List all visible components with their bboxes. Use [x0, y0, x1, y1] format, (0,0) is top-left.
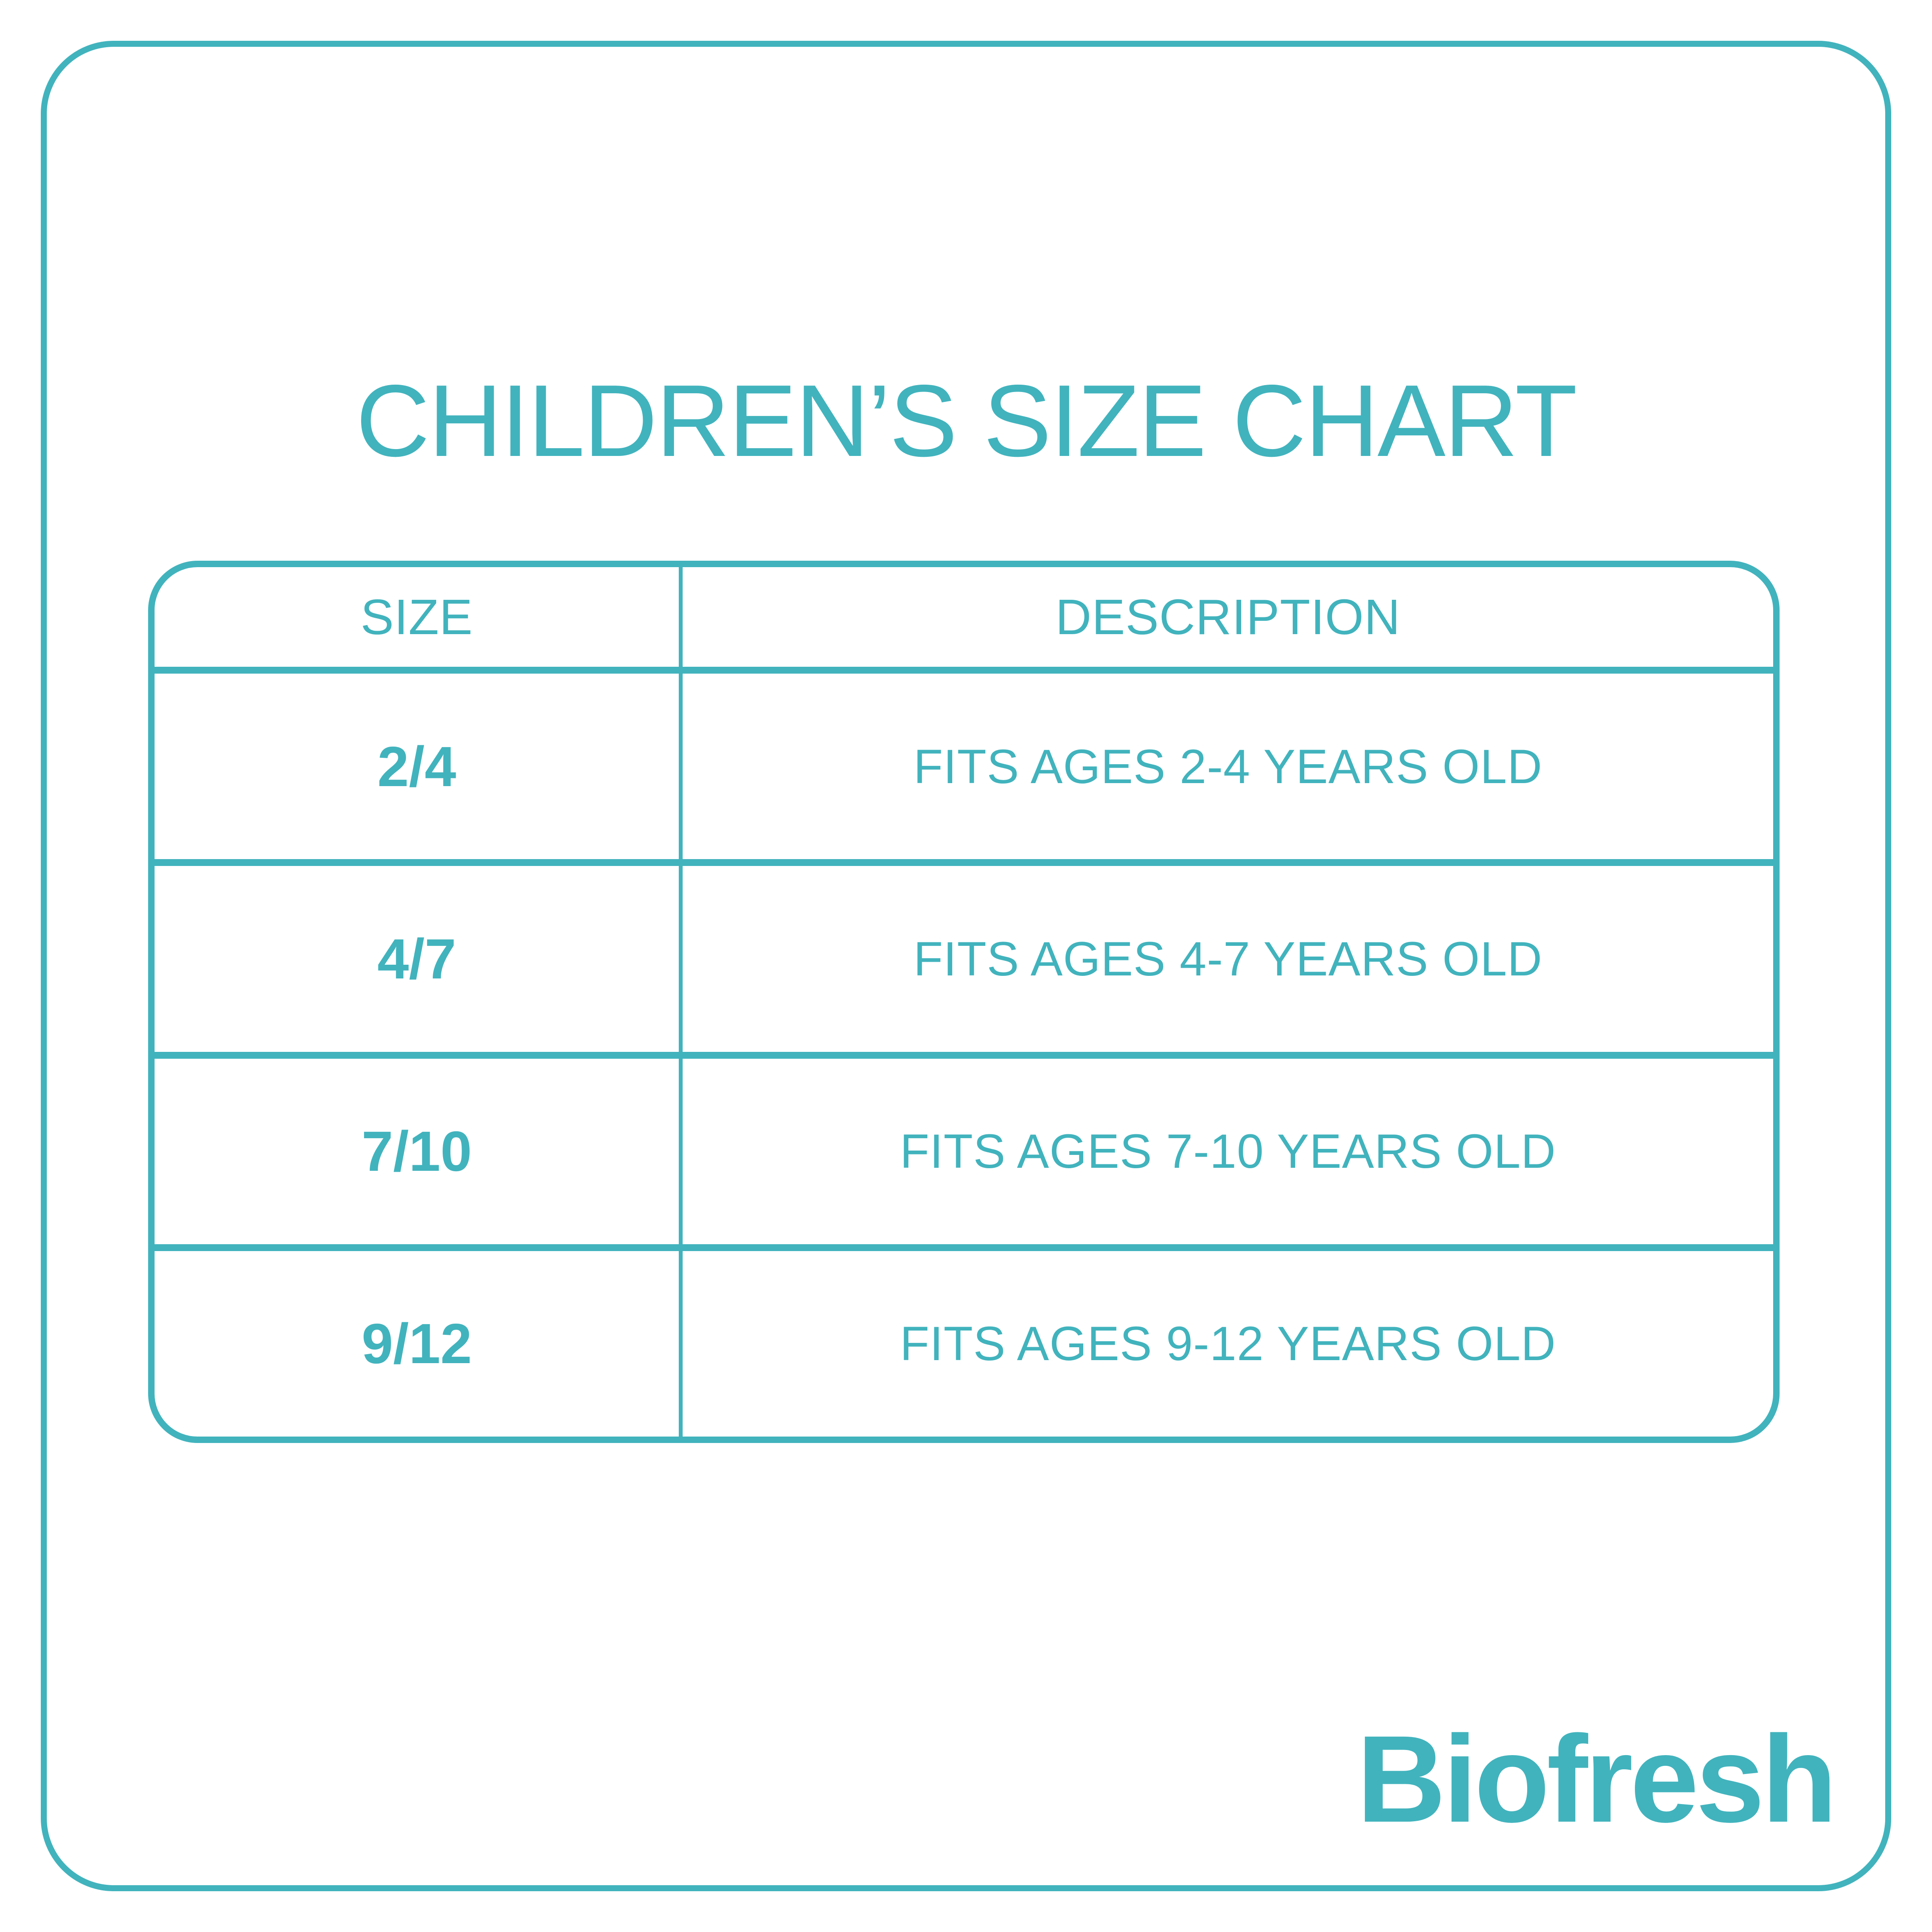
column-header-description: DESCRIPTION: [679, 567, 1773, 667]
table-row: 7/10 FITS AGES 7-10 YEARS OLD: [155, 1051, 1773, 1244]
biofresh-logo: Biofresh: [1356, 1710, 1837, 1848]
page-title: CHILDREN’S SIZE CHART: [356, 364, 1577, 478]
table-header-row: SIZE DESCRIPTION: [155, 567, 1773, 667]
size-value: 4/7: [377, 927, 456, 990]
size-value: 7/10: [361, 1120, 472, 1183]
size-table: SIZE DESCRIPTION 2/4 FITS AGES 2-4 YEARS…: [148, 561, 1780, 1443]
size-description: FITS AGES 9-12 YEARS OLD: [679, 1251, 1773, 1437]
size-description: FITS AGES 7-10 YEARS OLD: [679, 1058, 1773, 1244]
column-header-size: SIZE: [360, 589, 473, 645]
table-row: 4/7 FITS AGES 4-7 YEARS OLD: [155, 859, 1773, 1052]
size-value: 2/4: [377, 735, 456, 798]
table-row: 9/12 FITS AGES 9-12 YEARS OLD: [155, 1244, 1773, 1437]
table-row: 2/4 FITS AGES 2-4 YEARS OLD: [155, 667, 1773, 860]
size-description: FITS AGES 2-4 YEARS OLD: [679, 674, 1773, 860]
size-description: FITS AGES 4-7 YEARS OLD: [679, 866, 1773, 1052]
size-value: 9/12: [361, 1312, 472, 1376]
page-border: [41, 41, 1891, 1891]
